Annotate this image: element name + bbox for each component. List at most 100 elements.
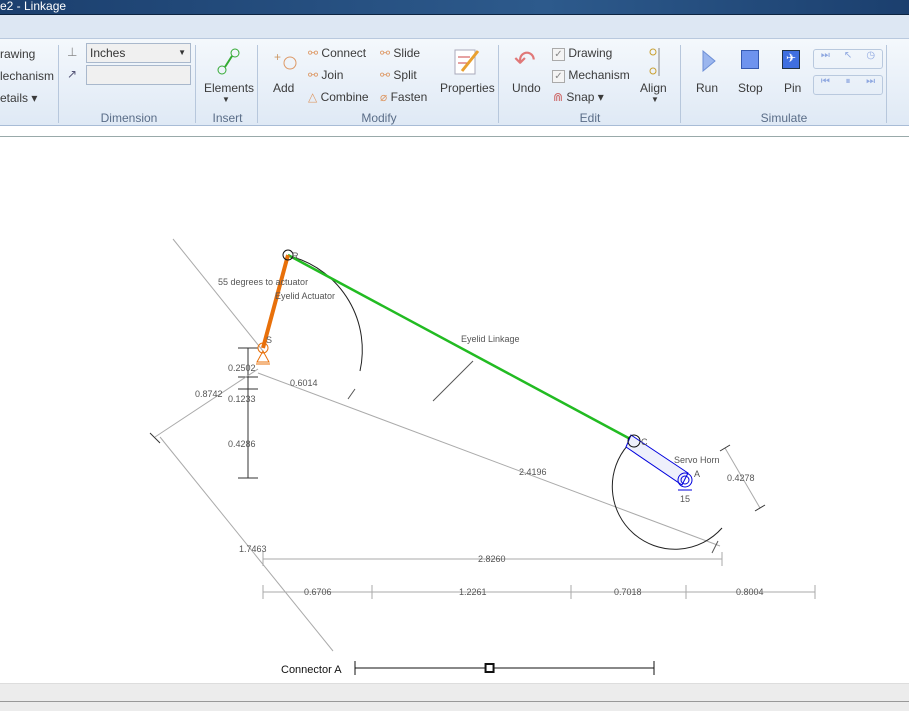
group-label-modify: Modify [361, 111, 397, 125]
eyelid-linkage[interactable] [287, 253, 635, 443]
slide-button[interactable]: ⚯ Slide [380, 46, 420, 60]
dimension-lines [149, 238, 816, 652]
dim-label: 2.4196 [519, 467, 547, 477]
servo-arc [611, 444, 723, 550]
combine-icon: △ [308, 90, 318, 104]
fast-forward-icon[interactable]: ⏭ [820, 50, 830, 61]
angle-label: 55 degrees to actuator [218, 277, 308, 287]
undo-label: Undo [512, 81, 541, 95]
coordinate-icon: ↗ [67, 67, 78, 81]
pin-icon: ✈ [782, 50, 800, 69]
step-forward-icon[interactable]: ⏭ [866, 76, 876, 87]
properties-icon [454, 49, 480, 75]
point-label-c: C [641, 437, 648, 447]
pin-label: Pin [784, 81, 802, 95]
point-label-r: R [292, 251, 299, 261]
connector-a-slider[interactable] [354, 661, 655, 675]
dim-label: 0.6014 [290, 378, 318, 388]
actuator-label: Eyelid Actuator [275, 291, 335, 301]
servo-horn[interactable] [625, 434, 689, 486]
join-label: Join [321, 68, 344, 82]
dim-label: 0.8004 [736, 587, 764, 597]
elements-icon [217, 48, 240, 75]
actuator-anchor[interactable] [256, 342, 270, 365]
fasten-button[interactable]: ⌀ Fasten [380, 90, 427, 104]
playback-toolbar-top: ⏭ ↖ ◷ [813, 49, 883, 69]
stop-button[interactable]: Stop [734, 47, 768, 97]
align-label: Align [640, 81, 667, 95]
dim-label: 0.2502 [228, 363, 256, 373]
units-value: Inches [90, 46, 126, 60]
group-label-dimension: Dimension [100, 111, 158, 125]
view-mechanism-checkbox[interactable]: lechanism [0, 69, 55, 83]
drawing-label: Drawing [568, 46, 613, 60]
checkbox-checked-icon: ✓ [552, 48, 565, 61]
servo-label: Servo Horn [674, 455, 720, 465]
dim-label: 0.1233 [228, 394, 256, 404]
slide-icon: ⚯ [380, 46, 391, 60]
clock-icon[interactable]: ◷ [866, 50, 876, 61]
point-label-s: S [266, 335, 272, 345]
dim-label: 0.4278 [727, 473, 755, 483]
undo-icon: ↶ [514, 45, 536, 75]
dim-label: 0.7018 [614, 587, 642, 597]
dim-label: 1.2261 [459, 587, 487, 597]
divider [886, 45, 887, 123]
paperclip-icon: ⌀ [380, 90, 388, 104]
ruler-icon: ⊥ [67, 45, 78, 59]
align-button[interactable]: Align ▼ [638, 45, 672, 105]
group-label-edit: Edit [579, 111, 601, 125]
dim-label: 0.6706 [304, 587, 332, 597]
fasten-label: Fasten [390, 90, 428, 104]
title-bar: e2 - Linkage [0, 0, 909, 14]
connect-button[interactable]: ⚯ Connect [308, 46, 366, 60]
add-button[interactable]: + Add [268, 49, 304, 99]
add-connector-icon: + [274, 51, 297, 70]
edit-mechanism-checkbox[interactable]: ✓ Mechanism [552, 68, 630, 83]
edit-drawing-checkbox[interactable]: ✓ Drawing [552, 46, 612, 61]
step-back-icon[interactable]: ⏮ [820, 76, 830, 87]
eyelid-actuator[interactable] [261, 254, 290, 349]
stop-icon [741, 50, 759, 69]
properties-button[interactable]: Properties [438, 45, 496, 101]
point-r-connector[interactable] [282, 249, 294, 261]
dimension-labels: 0.2502 0.1233 0.4286 0.8742 0.6014 2.419… [195, 363, 764, 597]
join-button[interactable]: ⚯ Join [308, 68, 343, 82]
combine-label: Combine [320, 90, 369, 104]
undo-button[interactable]: ↶ Undo [508, 45, 548, 97]
servo-anchor[interactable] [677, 472, 693, 491]
stop-label: Stop [738, 81, 763, 95]
connect-icon: ⚯ [308, 46, 319, 60]
divider [257, 45, 258, 123]
ribbon-tab-row [0, 14, 909, 38]
svg-text:+: + [274, 51, 281, 64]
join-icon: ⚯ [308, 68, 319, 82]
coordinate-input[interactable] [86, 65, 191, 85]
cursor-icon[interactable]: ↖ [843, 50, 853, 61]
split-button[interactable]: ⚯ Split [380, 68, 417, 82]
divider [58, 45, 59, 123]
units-select[interactable]: Inches ▼ [86, 43, 191, 63]
snap-dropdown[interactable]: ⋒ Snap ▾ [553, 90, 604, 104]
view-drawing-checkbox[interactable]: rawing [0, 47, 36, 61]
combine-button[interactable]: △ Combine [308, 90, 369, 104]
checkbox-checked-icon: ✓ [552, 70, 565, 83]
point-c-connector[interactable] [627, 434, 641, 448]
dim-label: 0.4286 [228, 439, 256, 449]
run-button[interactable]: Run [692, 47, 724, 97]
details-label: etails [0, 91, 29, 105]
slider-thumb[interactable] [484, 663, 495, 673]
properties-label: Properties [440, 81, 495, 95]
align-icon [649, 48, 660, 76]
elements-button[interactable]: Elements ▼ [200, 45, 255, 107]
drawing-canvas[interactable]: S R C A 55 degrees to actuator Eyelid Ac… [0, 136, 909, 683]
play-icon [702, 50, 716, 72]
details-dropdown[interactable]: etails ▾ [0, 91, 38, 105]
pin-button[interactable]: ✈ Pin [779, 47, 807, 97]
divider [680, 45, 681, 123]
pause-icon[interactable]: ⏸ [845, 76, 851, 87]
mechanism-label: Mechanism [568, 68, 630, 82]
split-label: Split [393, 68, 417, 82]
linkage-label: Eyelid Linkage [461, 334, 520, 344]
actuator-arc [292, 256, 363, 372]
